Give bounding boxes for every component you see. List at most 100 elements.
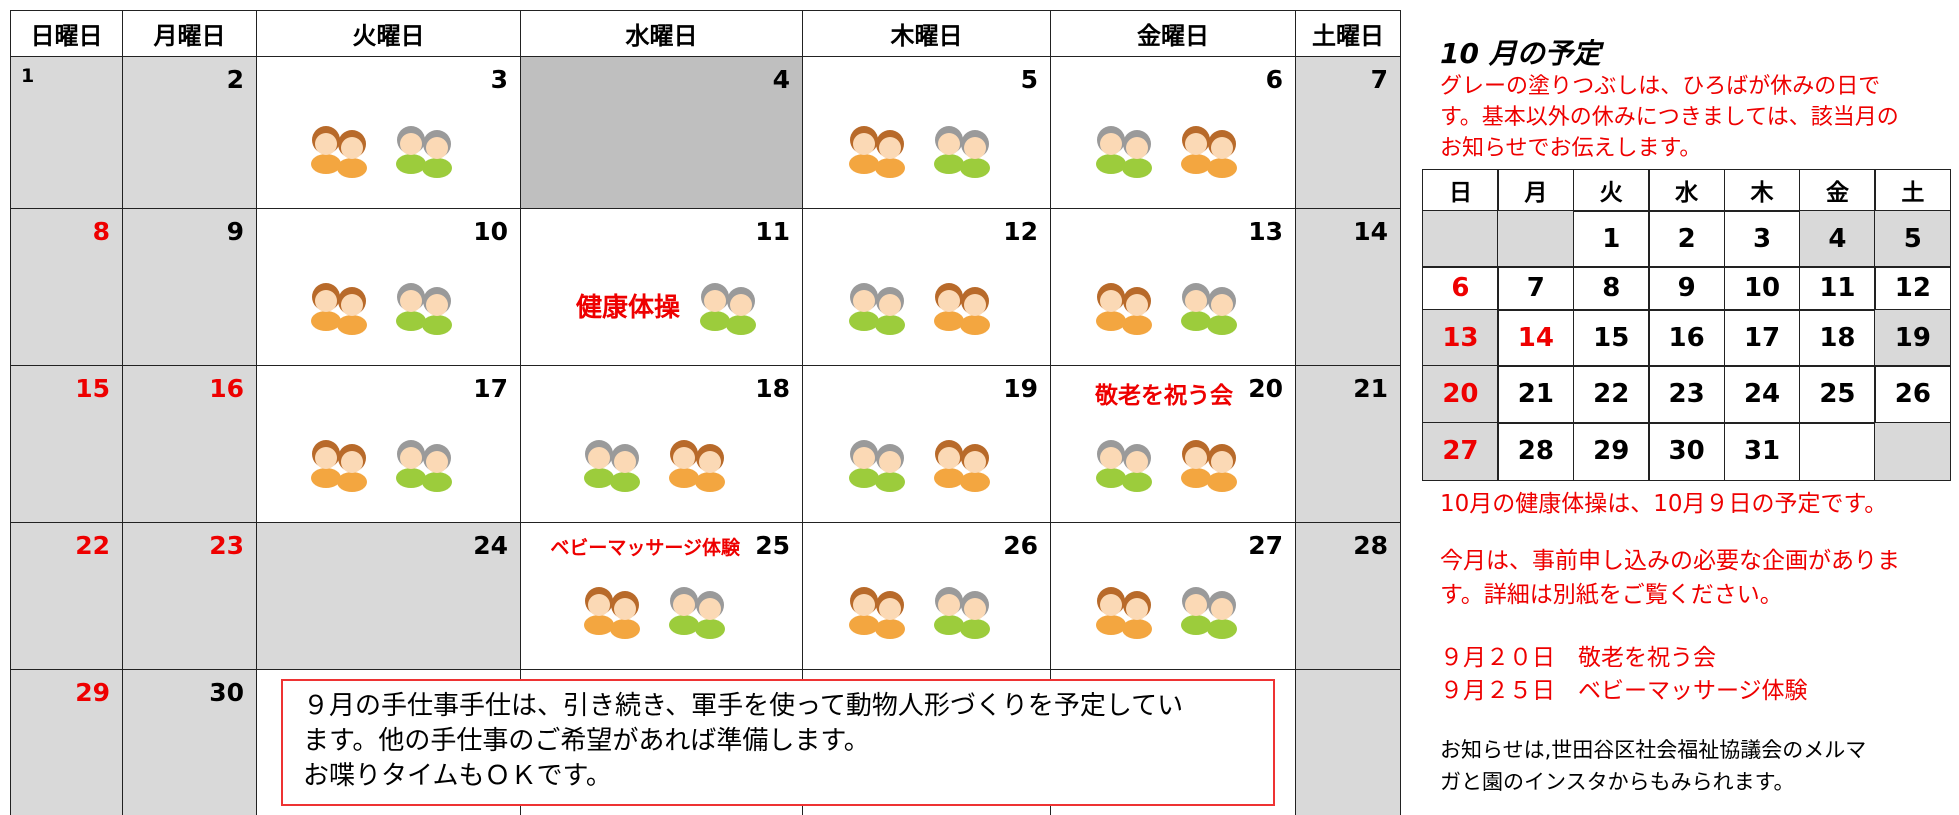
event-label: 敬老を祝う会 <box>1095 383 1233 409</box>
mini-day: 17 <box>1723 309 1801 367</box>
figure <box>875 591 905 639</box>
day-number: 15 <box>75 374 110 403</box>
day-number: 25 <box>755 531 790 560</box>
notice-line: す。基本以外の休みにつきましては、該当月の <box>1440 105 1899 130</box>
figure <box>337 130 367 178</box>
day-cell <box>1295 669 1401 815</box>
day-number: 13 <box>1248 217 1283 246</box>
day-number: 26 <box>1003 531 1038 560</box>
figure <box>695 591 725 639</box>
figure <box>311 440 341 488</box>
weekday-header: 土曜日 <box>1295 10 1401 57</box>
day-cell: 2 <box>122 56 257 209</box>
day-cell: 22 <box>10 522 123 670</box>
day-cell: 6 <box>1050 56 1296 209</box>
day-number: 10 <box>473 217 508 246</box>
exercise-note: 10月の健康体操は、10月９日の予定です。 <box>1440 491 1888 517</box>
day-number: 7 <box>1370 65 1388 94</box>
note-box: ９月の手仕事手仕は、引き続き、軍手を使って動物人形づくりを予定してい ます。他の手… <box>281 679 1275 806</box>
figure <box>726 287 756 335</box>
figure <box>1121 130 1152 178</box>
day-cell: 16 <box>122 365 257 523</box>
day-cell: 8 <box>10 208 123 366</box>
day-cell: 21 <box>1295 365 1401 523</box>
day-number: 19 <box>1003 374 1038 403</box>
day-cell: 7 <box>1295 56 1401 209</box>
illustration <box>1095 126 1237 178</box>
day-number: 30 <box>209 678 244 707</box>
day-number: 17 <box>473 374 508 403</box>
figure <box>311 126 341 174</box>
day-cell: 24 <box>256 522 521 670</box>
mini-day: 27 <box>1422 422 1499 481</box>
figure <box>1121 444 1152 492</box>
mini-day: 9 <box>1648 266 1726 311</box>
mini-day: 28 <box>1497 422 1575 481</box>
mini-day: 11 <box>1799 266 1876 311</box>
mini-day: 13 <box>1422 309 1499 367</box>
day-number: 22 <box>75 531 110 560</box>
mini-day: 16 <box>1648 309 1726 367</box>
weekday-header: 金曜日 <box>1050 10 1296 57</box>
day-number: 5 <box>1020 65 1038 94</box>
illustration <box>311 283 452 335</box>
mini-day: 6 <box>1422 266 1499 311</box>
event-line: ９月２５日 ベビーマッサージ体験 <box>1440 678 1808 704</box>
mini-day: 2 <box>1648 210 1726 268</box>
day-cell: 19 <box>802 365 1051 523</box>
mini-day: 1 <box>1572 210 1650 268</box>
mini-day: 10 <box>1723 266 1801 311</box>
day-number: 6 <box>1265 65 1283 94</box>
day-cell: 15 <box>10 365 123 523</box>
mini-day <box>1422 210 1499 268</box>
day-cell: 23 <box>122 522 257 670</box>
day-number: 16 <box>209 374 244 403</box>
day-cell: 11 健康体操 <box>520 208 803 366</box>
figure <box>875 444 905 492</box>
day-number: 11 <box>755 217 790 246</box>
day-cell: 28 <box>1295 522 1401 670</box>
illustration <box>849 126 990 178</box>
mini-day: 22 <box>1572 365 1650 424</box>
weekday-header: 日曜日 <box>10 10 123 57</box>
event-line: ９月２０日 敬老を祝う会 <box>1440 645 1716 671</box>
figure <box>1121 287 1152 335</box>
mini-day: 18 <box>1799 309 1876 367</box>
figure <box>1206 591 1237 639</box>
illustration <box>1095 283 1237 335</box>
figure <box>849 126 879 174</box>
day-number: 24 <box>473 531 508 560</box>
mini-day: 4 <box>1799 210 1876 268</box>
mini-weekday: 月 <box>1497 169 1575 212</box>
mini-day: 12 <box>1874 266 1952 311</box>
illustration <box>1095 587 1237 639</box>
mini-day <box>1497 210 1575 268</box>
mini-day: 7 <box>1497 266 1575 311</box>
day-number: 21 <box>1353 374 1388 403</box>
info-line: ガと園のインスタからもみられます。 <box>1440 770 1795 794</box>
mini-day: 20 <box>1422 365 1499 424</box>
weekday-header: 水曜日 <box>520 10 803 57</box>
figure <box>1180 126 1211 174</box>
illustration <box>849 440 990 492</box>
figure <box>311 283 341 331</box>
weekday-header: 木曜日 <box>802 10 1051 57</box>
day-number: 12 <box>1003 217 1038 246</box>
day-cell: 14 <box>1295 208 1401 366</box>
figure <box>610 591 640 639</box>
figure <box>669 440 699 488</box>
day-cell: 10 <box>256 208 521 366</box>
figure <box>396 283 426 331</box>
reservation-line: 今月は、事前申し込みの必要な企画がありま <box>1440 548 1900 574</box>
day-number: 18 <box>755 374 790 403</box>
figure <box>1121 591 1152 639</box>
day-number: 23 <box>209 531 244 560</box>
day-cell: 20 敬老を祝う会 <box>1050 365 1296 523</box>
note-line: ます。他の手仕事のご希望があれば準備します。 <box>303 726 870 756</box>
figure <box>1206 287 1237 335</box>
figure <box>669 587 699 635</box>
mini-day: 8 <box>1572 266 1650 311</box>
